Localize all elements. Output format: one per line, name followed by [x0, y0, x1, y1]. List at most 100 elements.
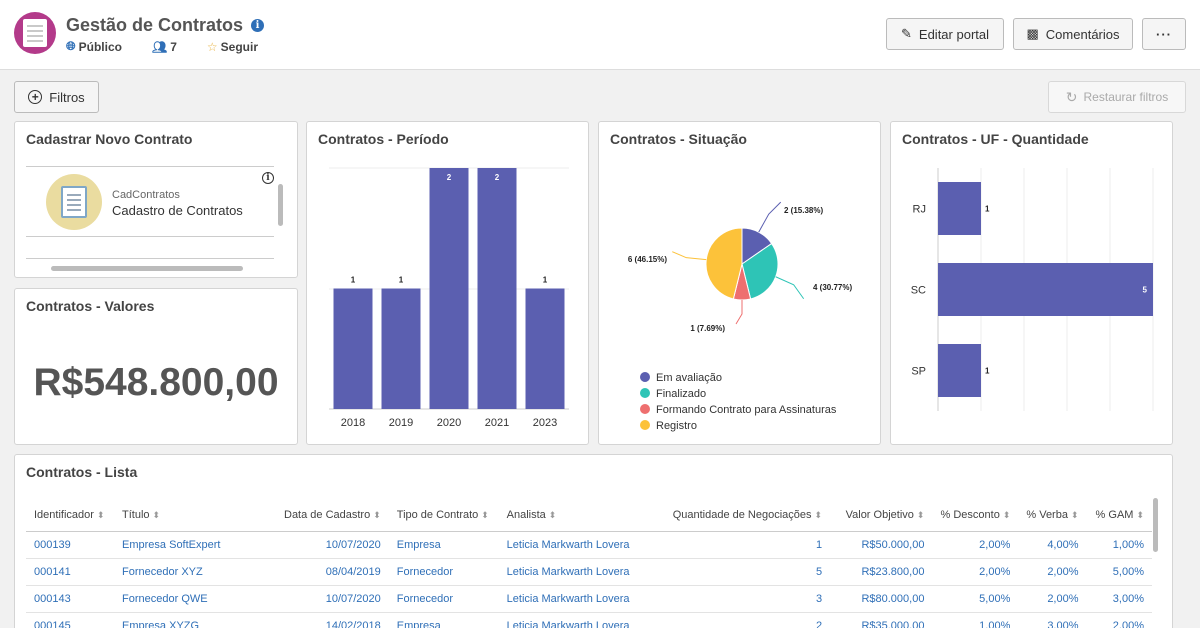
leader-line	[775, 276, 805, 300]
status-pie-chart: 2 (15.38%) Em avaliação 4 (30.77%) Finaliza…	[628, 201, 852, 432]
more-options-button[interactable]: ···	[1142, 18, 1186, 50]
table-cell[interactable]: 000139	[26, 531, 115, 559]
column-header[interactable]: Valor Objetivo ⬍	[830, 499, 933, 532]
sort-icon[interactable]: ⬍	[548, 509, 557, 520]
portal-document-icon	[14, 12, 56, 54]
contracts-uf-panel: Contratos - UF - Quantidade 1 RJ 5 SC 1 SP	[890, 121, 1173, 445]
sort-icon[interactable]: ⬍	[96, 509, 105, 520]
sort-icon[interactable]: ⬍	[373, 509, 381, 520]
pencil-icon: ✎	[901, 26, 912, 41]
table-cell: 2,00%	[1018, 558, 1087, 586]
table-cell: Empresa	[388, 531, 499, 559]
column-header[interactable]: Analista ⬍	[498, 499, 640, 532]
contracts-period-panel: Contratos - Período 1 2018 1 2019 2 2020 2 2021…	[306, 121, 589, 445]
uf-bar-chart: 1 RJ 5 SC 1 SP	[911, 168, 1154, 411]
visibility-public[interactable]: 🌐︎ Público	[66, 39, 122, 54]
panel-title: Cadastrar Novo Contrato	[26, 131, 193, 147]
table-cell: R$35.000,00	[830, 612, 933, 628]
restore-filters-button[interactable]: ↻ Restaurar filtros	[1048, 81, 1186, 113]
column-header[interactable]: Identificador ⬍	[26, 499, 115, 532]
table-cell: 2	[639, 612, 831, 628]
column-header-label: Valor Objetivo	[845, 508, 914, 521]
sort-icon[interactable]: ⬍	[152, 509, 161, 520]
legend-label: Em avaliação	[656, 372, 722, 384]
edit-portal-button[interactable]: ✎ Editar portal	[886, 18, 1004, 50]
tick-label: 2023	[533, 417, 557, 429]
data-label: 1	[985, 205, 990, 214]
info-icon[interactable]: i	[251, 19, 265, 32]
filters-button[interactable]: + Filtros	[14, 81, 99, 113]
bar	[429, 168, 469, 409]
column-header-label: Analista	[506, 508, 546, 521]
members-count[interactable]: 👥︎ 7	[152, 40, 177, 54]
column-header[interactable]: % GAM ⬍	[1086, 499, 1152, 532]
vertical-scrollbar[interactable]	[1153, 498, 1158, 552]
column-header[interactable]: Tipo de Contrato ⬍	[388, 499, 499, 532]
legend-swatch	[640, 420, 650, 430]
portal-header: Gestão de Contratos i 🌐︎ Público 👥︎ 7 ☆ …	[0, 0, 1200, 70]
table-cell[interactable]: 000141	[26, 558, 115, 586]
horizontal-scrollbar[interactable]	[51, 266, 243, 271]
bar	[938, 344, 981, 397]
sort-icon[interactable]: ⬍	[814, 509, 823, 520]
process-name: Cadastro de Contratos	[112, 203, 243, 218]
legend-label: Finalizado	[656, 388, 706, 400]
legend-label: Registro	[656, 420, 697, 432]
bar	[525, 288, 565, 409]
sort-icon[interactable]: ⬍	[481, 509, 489, 520]
table-cell: 3,00%	[1086, 585, 1152, 613]
bar	[938, 263, 1153, 316]
panel-title: Contratos - UF - Quantidade	[902, 131, 1089, 147]
column-header[interactable]: Quantidade de Negociações ⬍	[639, 499, 831, 532]
table-row[interactable]: 000139 Empresa SoftExpert 10/07/2020 Empres…	[26, 531, 1152, 559]
column-header[interactable]: Título ⬍	[114, 499, 276, 532]
data-label: 1	[351, 276, 356, 285]
column-header-label: % Desconto	[940, 508, 1000, 521]
column-header[interactable]: % Verba ⬍	[1018, 499, 1087, 532]
data-label: 5	[1143, 286, 1148, 295]
table-cell[interactable]: 000143	[26, 585, 115, 613]
table-row[interactable]: 000143 Fornecedor QWE 10/07/2020 Fornecedor…	[26, 585, 1152, 613]
table-cell: 5,00%	[932, 585, 1019, 613]
column-header-label: Tipo de Contrato	[396, 508, 479, 521]
pie-slice	[705, 227, 743, 300]
data-label: 2	[447, 173, 452, 182]
info-icon[interactable]: i	[262, 172, 274, 184]
tick-label: 2020	[437, 417, 461, 429]
table-cell[interactable]: 000145	[26, 612, 115, 628]
legend-label: Formando Contrato para Assinaturas	[656, 404, 837, 416]
refresh-icon: ↻	[1065, 88, 1078, 105]
process-item[interactable]: CadContratos Cadastro de Contratos	[26, 166, 274, 237]
table-cell: R$80.000,00	[830, 585, 933, 613]
table-cell: R$23.800,00	[830, 558, 933, 586]
divider	[26, 258, 274, 259]
table-row[interactable]: 000141 Fornecedor XYZ 08/04/2019 Fornecedor…	[26, 558, 1152, 586]
table-row[interactable]: 000145 Empresa XYZG 14/02/2018 Empresa Letic…	[26, 612, 1152, 628]
plus-circle-icon: +	[28, 90, 43, 104]
follow-button[interactable]: ☆ Seguir	[207, 40, 258, 54]
legend-swatch	[640, 372, 650, 382]
contracts-status-panel: Contratos - Situação 2 (15.38%) Em avalia…	[598, 121, 881, 445]
table-cell: Leticia Markwarth Lovera	[498, 585, 640, 613]
table-cell: 3	[639, 585, 831, 613]
comment-icon: ▩	[1026, 26, 1039, 41]
sort-icon[interactable]: ⬍	[1002, 509, 1011, 520]
leader-line	[735, 300, 743, 325]
legend-swatch	[640, 388, 650, 398]
more-options-label: ···	[1156, 26, 1172, 42]
column-header-label: Data de Cadastro	[284, 508, 371, 521]
sort-icon[interactable]: ⬍	[1136, 509, 1144, 520]
data-label: 1	[399, 276, 404, 285]
column-header[interactable]: Data de Cadastro ⬍	[276, 499, 389, 532]
table-cell: 1,00%	[932, 612, 1019, 628]
tick-label: 2019	[389, 417, 413, 429]
vertical-scrollbar[interactable]	[278, 184, 283, 226]
table-cell: 1	[639, 531, 831, 559]
sort-icon[interactable]: ⬍	[916, 509, 925, 520]
column-header-label: % GAM	[1095, 508, 1134, 521]
column-header[interactable]: % Desconto ⬍	[932, 499, 1019, 532]
panel-title: Contratos - Período	[318, 131, 449, 147]
table-cell: 2,00%	[1018, 585, 1087, 613]
sort-icon[interactable]: ⬍	[1070, 509, 1079, 520]
comments-button[interactable]: ▩ Comentários	[1013, 18, 1133, 50]
